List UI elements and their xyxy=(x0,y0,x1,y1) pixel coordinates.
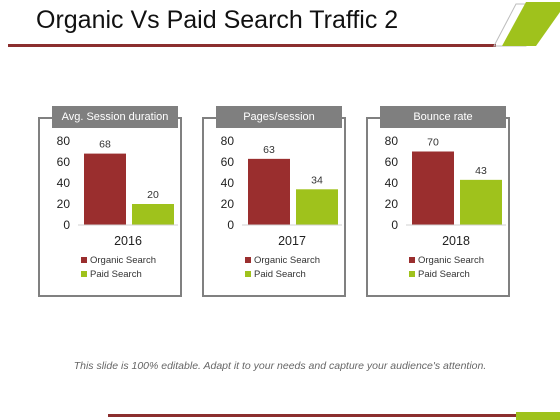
legend-label-organic: Organic Search xyxy=(254,255,320,266)
legend-swatch-organic xyxy=(409,257,415,263)
legend-label-paid: Paid Search xyxy=(418,269,470,280)
bar-paid xyxy=(132,204,174,225)
category-label: 2018 xyxy=(442,234,470,248)
y-tick-label: 40 xyxy=(221,176,235,190)
legend-swatch-organic xyxy=(81,257,87,263)
bar-paid xyxy=(296,189,338,225)
chart-bounce-rate: 0 20 40 60 80 70 43 2018 Organic Search Paid Sear… xyxy=(385,134,506,280)
chart-panel-bounce-rate: 0 20 40 60 80 70 43 2018 Organic Search Paid Sear… xyxy=(366,117,510,297)
y-tick-label: 60 xyxy=(221,155,235,169)
data-label-paid: 34 xyxy=(311,174,323,186)
data-label-paid: 43 xyxy=(475,165,487,177)
chart-title-pages-session: Pages/session xyxy=(216,106,342,128)
legend-swatch-paid xyxy=(409,271,415,277)
y-tick-label: 60 xyxy=(57,155,71,169)
y-tick-label: 40 xyxy=(57,176,71,190)
legend-swatch-organic xyxy=(245,257,251,263)
corner-parallelogram-green xyxy=(502,2,560,46)
title-divider xyxy=(8,44,496,47)
bar-organic xyxy=(412,151,454,225)
legend-swatch-paid xyxy=(245,271,251,277)
y-tick-label: 0 xyxy=(227,218,234,232)
y-tick-label: 0 xyxy=(63,218,70,232)
legend-swatch-paid xyxy=(81,271,87,277)
y-tick-label: 80 xyxy=(385,134,399,148)
data-label-paid: 20 xyxy=(147,189,159,201)
chart-title-bounce-rate: Bounce rate xyxy=(380,106,506,128)
category-label: 2016 xyxy=(114,234,142,248)
slide-title: Organic Vs Paid Search Traffic 2 xyxy=(36,6,399,34)
bar-organic xyxy=(84,153,126,225)
y-tick-label: 20 xyxy=(57,197,71,211)
data-label-organic: 68 xyxy=(99,139,111,151)
legend-label-organic: Organic Search xyxy=(418,255,484,266)
y-tick-label: 80 xyxy=(57,134,71,148)
data-label-organic: 70 xyxy=(427,137,439,149)
chart-panel-session-duration: 0 20 40 60 80 68 20 2016 Organic Search Paid Sear… xyxy=(38,117,182,297)
y-tick-label: 80 xyxy=(221,134,235,148)
y-tick-label: 40 xyxy=(385,176,399,190)
y-tick-label: 20 xyxy=(385,197,399,211)
data-label-organic: 63 xyxy=(263,144,275,156)
y-tick-label: 60 xyxy=(385,155,399,169)
bottom-divider xyxy=(108,414,560,417)
y-tick-label: 20 xyxy=(221,197,235,211)
chart-pages-session: 0 20 40 60 80 63 34 2017 Organic Search Paid Sear… xyxy=(221,134,342,280)
bottom-accent-bar xyxy=(516,412,560,420)
y-tick-label: 0 xyxy=(391,218,398,232)
category-label: 2017 xyxy=(278,234,306,248)
legend-label-paid: Paid Search xyxy=(90,269,142,280)
chart-title-session-duration: Avg. Session duration xyxy=(52,106,178,128)
bar-organic xyxy=(248,158,290,225)
chart-panel-pages-session: 0 20 40 60 80 63 34 2017 Organic Search Paid Sear… xyxy=(202,117,346,297)
legend-label-organic: Organic Search xyxy=(90,255,156,266)
bar-paid xyxy=(460,179,502,225)
corner-decoration xyxy=(493,2,560,47)
legend-label-paid: Paid Search xyxy=(254,269,306,280)
footer-note: This slide is 100% editable. Adapt it to… xyxy=(73,360,487,372)
chart-session-duration: 0 20 40 60 80 68 20 2016 Organic Search Paid Sear… xyxy=(57,134,178,280)
